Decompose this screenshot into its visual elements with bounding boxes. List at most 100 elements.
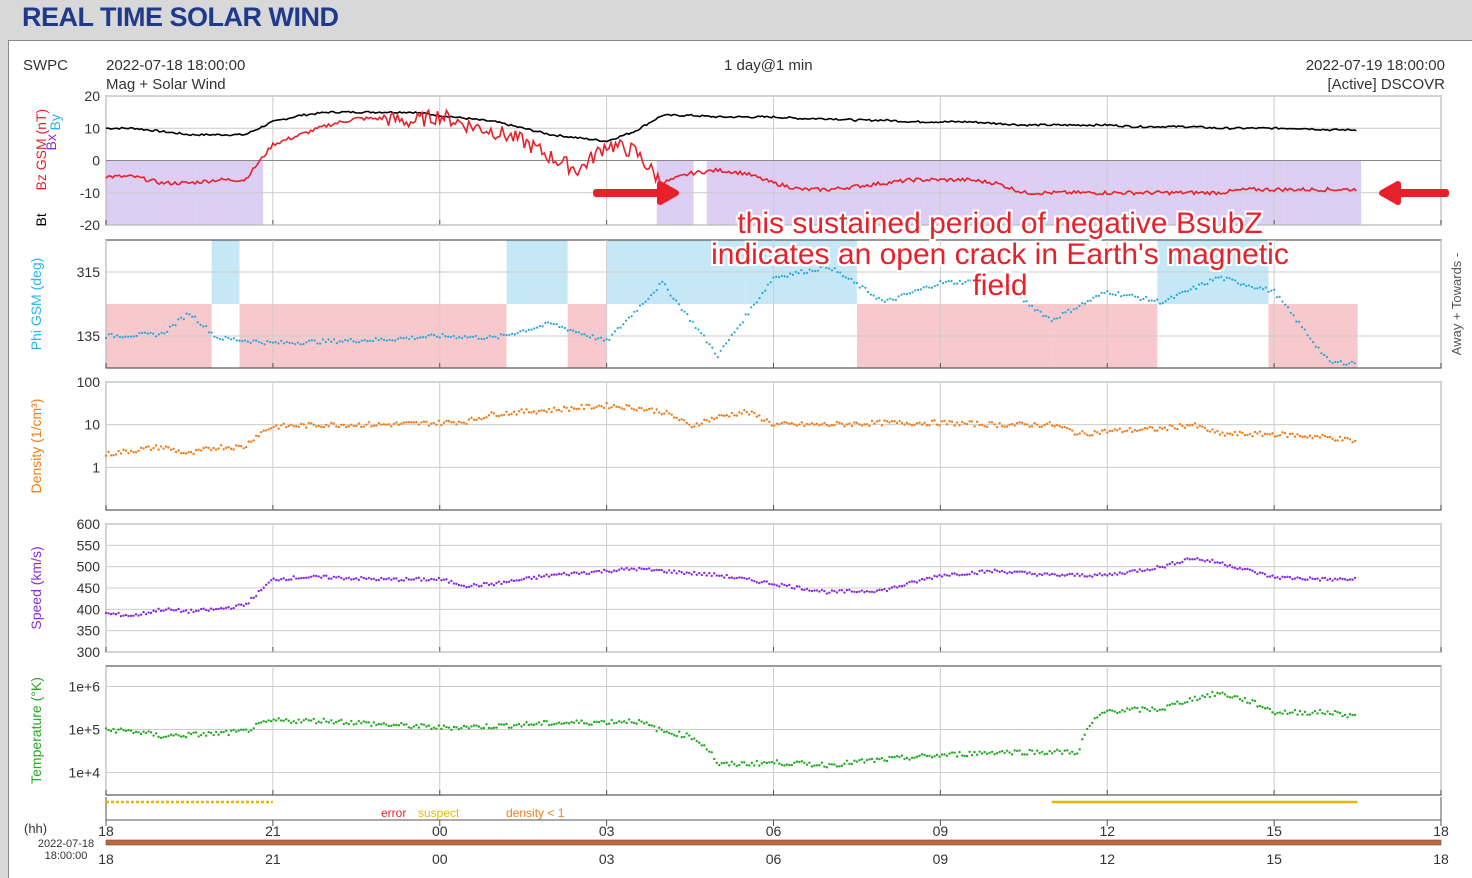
temperature-point: [490, 727, 493, 730]
speed-point: [1336, 578, 1339, 581]
phi-point: [1047, 316, 1050, 319]
speed-point: [635, 569, 638, 572]
speed-point: [495, 581, 498, 585]
temperature-point: [367, 721, 371, 724]
phi-point: [352, 340, 355, 343]
speed-point: [875, 589, 879, 592]
density-point: [1351, 441, 1354, 444]
speed-point: [888, 587, 891, 590]
speed-point: [1303, 578, 1307, 581]
density-point: [808, 423, 811, 426]
speed-point: [184, 609, 188, 612]
temperature-point: [112, 727, 115, 731]
temperature-point: [845, 759, 849, 762]
speed-point: [132, 614, 135, 617]
temperature-point: [1206, 693, 1209, 696]
density-point: [239, 444, 243, 448]
phi-point: [830, 269, 834, 272]
density-point: [515, 413, 518, 416]
density-point: [322, 425, 325, 429]
density-point: [1078, 432, 1081, 435]
phi-point: [1239, 283, 1242, 286]
temperature-point: [898, 755, 901, 759]
density-point: [592, 406, 596, 410]
speed-point: [778, 585, 781, 588]
temperature-point: [1123, 710, 1126, 713]
phi-point: [597, 337, 600, 340]
temperature-point: [149, 731, 153, 734]
phi-point: [800, 269, 803, 272]
phi-point: [419, 336, 422, 339]
density-point: [432, 421, 436, 425]
density-point: [915, 422, 919, 425]
speed-point: [265, 583, 268, 587]
phi-point: [750, 306, 753, 309]
temperature-point: [440, 727, 443, 731]
phi-point: [1342, 363, 1345, 366]
density-point: [1318, 436, 1322, 439]
phi-point: [1242, 283, 1245, 286]
temperature-point: [918, 754, 921, 758]
temperature-point: [1221, 691, 1224, 694]
phi-point: [288, 341, 291, 345]
density-ytick-label: 1: [92, 459, 100, 475]
speed-point: [470, 584, 473, 588]
temperature-point: [953, 751, 956, 754]
density-point: [400, 422, 403, 425]
temperature-point: [1193, 695, 1197, 698]
phi-point: [1281, 300, 1284, 303]
start-time-label: 2022-07-18 18:00:00: [106, 57, 246, 74]
phi-point: [688, 319, 692, 323]
phi-point: [680, 309, 683, 312]
density-point: [688, 423, 691, 426]
speed-point: [347, 576, 351, 580]
temperature-point: [129, 729, 133, 732]
phi-point: [650, 294, 653, 297]
phi-point: [394, 339, 397, 342]
temperature-point: [237, 729, 240, 732]
density-point: [605, 401, 608, 405]
density-point: [1338, 435, 1342, 439]
density-point: [229, 447, 233, 451]
phi-point: [243, 339, 247, 342]
density-point: [818, 424, 821, 427]
phi-point: [561, 325, 564, 328]
phi-point: [1086, 300, 1089, 303]
phi-point: [825, 266, 828, 270]
phi-point: [855, 281, 859, 285]
density-point: [187, 451, 190, 454]
speed-point: [154, 610, 158, 613]
temperature-point: [327, 721, 330, 724]
phi-point: [936, 283, 939, 287]
phi-point: [405, 336, 408, 339]
phi-point: [719, 349, 722, 352]
temperature-point: [970, 753, 974, 757]
temperature-point: [803, 761, 806, 764]
phi-point: [866, 290, 870, 294]
density-point: [567, 409, 571, 413]
temperature-point: [1226, 695, 1229, 698]
phi-point: [385, 339, 389, 342]
temperature-point: [1233, 695, 1237, 698]
speed-point: [883, 587, 886, 591]
speed-point: [1030, 572, 1034, 576]
density-point: [1286, 435, 1289, 439]
phi-point: [508, 333, 511, 336]
density-point: [748, 413, 751, 416]
speed-point: [652, 569, 656, 572]
speed-point: [803, 588, 806, 592]
density-point: [169, 448, 173, 451]
temperature-point: [1076, 752, 1079, 755]
speed-point: [785, 584, 789, 588]
speed-point: [720, 574, 723, 577]
temperature-point: [1055, 748, 1059, 751]
phi-point: [230, 338, 233, 341]
temperature-point: [890, 755, 894, 759]
density-point: [973, 425, 976, 428]
phi-point: [669, 294, 672, 297]
phi-point: [307, 339, 311, 342]
density-point: [668, 412, 671, 415]
speed-point: [402, 579, 406, 582]
speed-point: [870, 590, 874, 594]
density-point: [935, 423, 939, 426]
